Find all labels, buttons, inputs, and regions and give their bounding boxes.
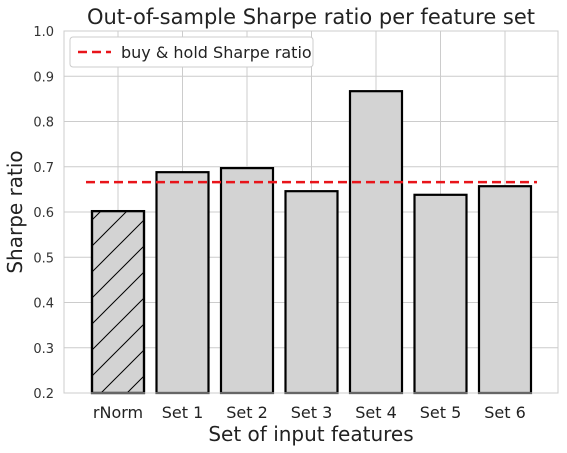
bar-set-5: [413, 193, 468, 395]
bar-hatch-rnorm: [90, 209, 146, 395]
plot-frame: [63, 30, 559, 394]
y-tick-label: 0.5: [33, 251, 54, 266]
y-tick-label: 0.8: [33, 116, 54, 131]
bar-set-3: [284, 190, 339, 395]
y-tick-label: 0.3: [33, 342, 54, 357]
x-tick-label: Set 4: [355, 403, 397, 422]
y-tick-label: 0.6: [33, 206, 54, 221]
bars-group: [90, 90, 533, 395]
x-axis-label: Set of input features: [208, 422, 413, 446]
x-tick-labels: rNorm Set 1 Set 2 Set 3 Set 4 Set 5 Set 6: [93, 403, 526, 422]
y-tick-label: 1.0: [33, 25, 54, 40]
y-tick-labels: 0.2 0.3 0.4 0.5 0.6 0.7 0.8 0.9 1.0: [33, 25, 54, 402]
legend-box: [69, 36, 314, 68]
bar-set-1: [155, 171, 210, 395]
y-tick-label: 0.9: [33, 70, 54, 85]
legend-label: buy & hold Sharpe ratio: [121, 43, 312, 62]
y-axis-label: Sharpe ratio: [3, 150, 27, 273]
x-tick-label: Set 6: [484, 403, 526, 422]
legend: buy & hold Sharpe ratio: [69, 36, 314, 68]
bar-set-2: [219, 167, 275, 395]
x-tick-label: Set 3: [291, 403, 333, 422]
x-tick-label: Set 5: [420, 403, 462, 422]
x-tick-label: Set 1: [162, 403, 204, 422]
y-tick-label: 0.7: [33, 161, 54, 176]
y-tick-label: 0.4: [33, 297, 54, 312]
x-tick-label: Set 2: [226, 403, 268, 422]
chart-title: Out-of-sample Sharpe ratio per feature s…: [87, 5, 535, 29]
bar-set-4: [348, 90, 404, 395]
y-tick-label: 0.2: [33, 387, 54, 402]
bar-set-6: [477, 185, 533, 395]
x-tick-label: rNorm: [93, 403, 143, 422]
